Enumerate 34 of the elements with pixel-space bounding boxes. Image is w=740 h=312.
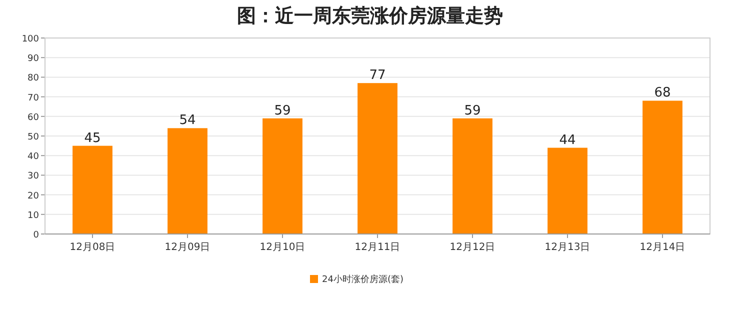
data-label: 59 xyxy=(464,103,481,118)
x-tick-label: 12月10日 xyxy=(260,242,306,253)
y-tick-label: 60 xyxy=(28,112,40,123)
y-tick-label: 50 xyxy=(28,132,40,142)
x-tick-label: 12月14日 xyxy=(640,242,686,253)
bar xyxy=(262,118,302,234)
data-label: 44 xyxy=(559,132,576,148)
bar xyxy=(642,100,682,234)
y-tick-label: 100 xyxy=(22,34,40,44)
chart-title: 图：近一周东莞涨价房源量走势 xyxy=(237,5,503,27)
y-tick-label: 80 xyxy=(28,74,40,84)
data-label: 77 xyxy=(369,68,386,84)
bar xyxy=(72,146,112,234)
data-label: 45 xyxy=(84,130,101,146)
data-label: 68 xyxy=(654,86,671,101)
y-tick-label: 30 xyxy=(28,172,40,182)
y-tick-label: 20 xyxy=(28,191,40,202)
legend-label: 24小时涨价房源(套) xyxy=(322,274,404,285)
y-tick-label: 40 xyxy=(28,152,40,162)
data-label: 59 xyxy=(274,103,291,118)
data-label: 54 xyxy=(179,113,196,128)
x-tick-label: 12月12日 xyxy=(450,242,496,253)
y-tick-label: 0 xyxy=(33,230,40,240)
y-tick-label: 90 xyxy=(28,54,40,64)
y-tick-label: 10 xyxy=(28,210,40,221)
x-tick-label: 12月09日 xyxy=(164,242,210,253)
bar xyxy=(168,128,208,234)
bar xyxy=(548,148,588,234)
x-tick-label: 12月08日 xyxy=(70,242,116,253)
x-tick-label: 12月11日 xyxy=(354,242,400,253)
bar xyxy=(452,118,492,234)
bar xyxy=(358,83,398,234)
y-tick-label: 70 xyxy=(28,93,40,104)
x-tick-label: 12月13日 xyxy=(544,242,590,253)
